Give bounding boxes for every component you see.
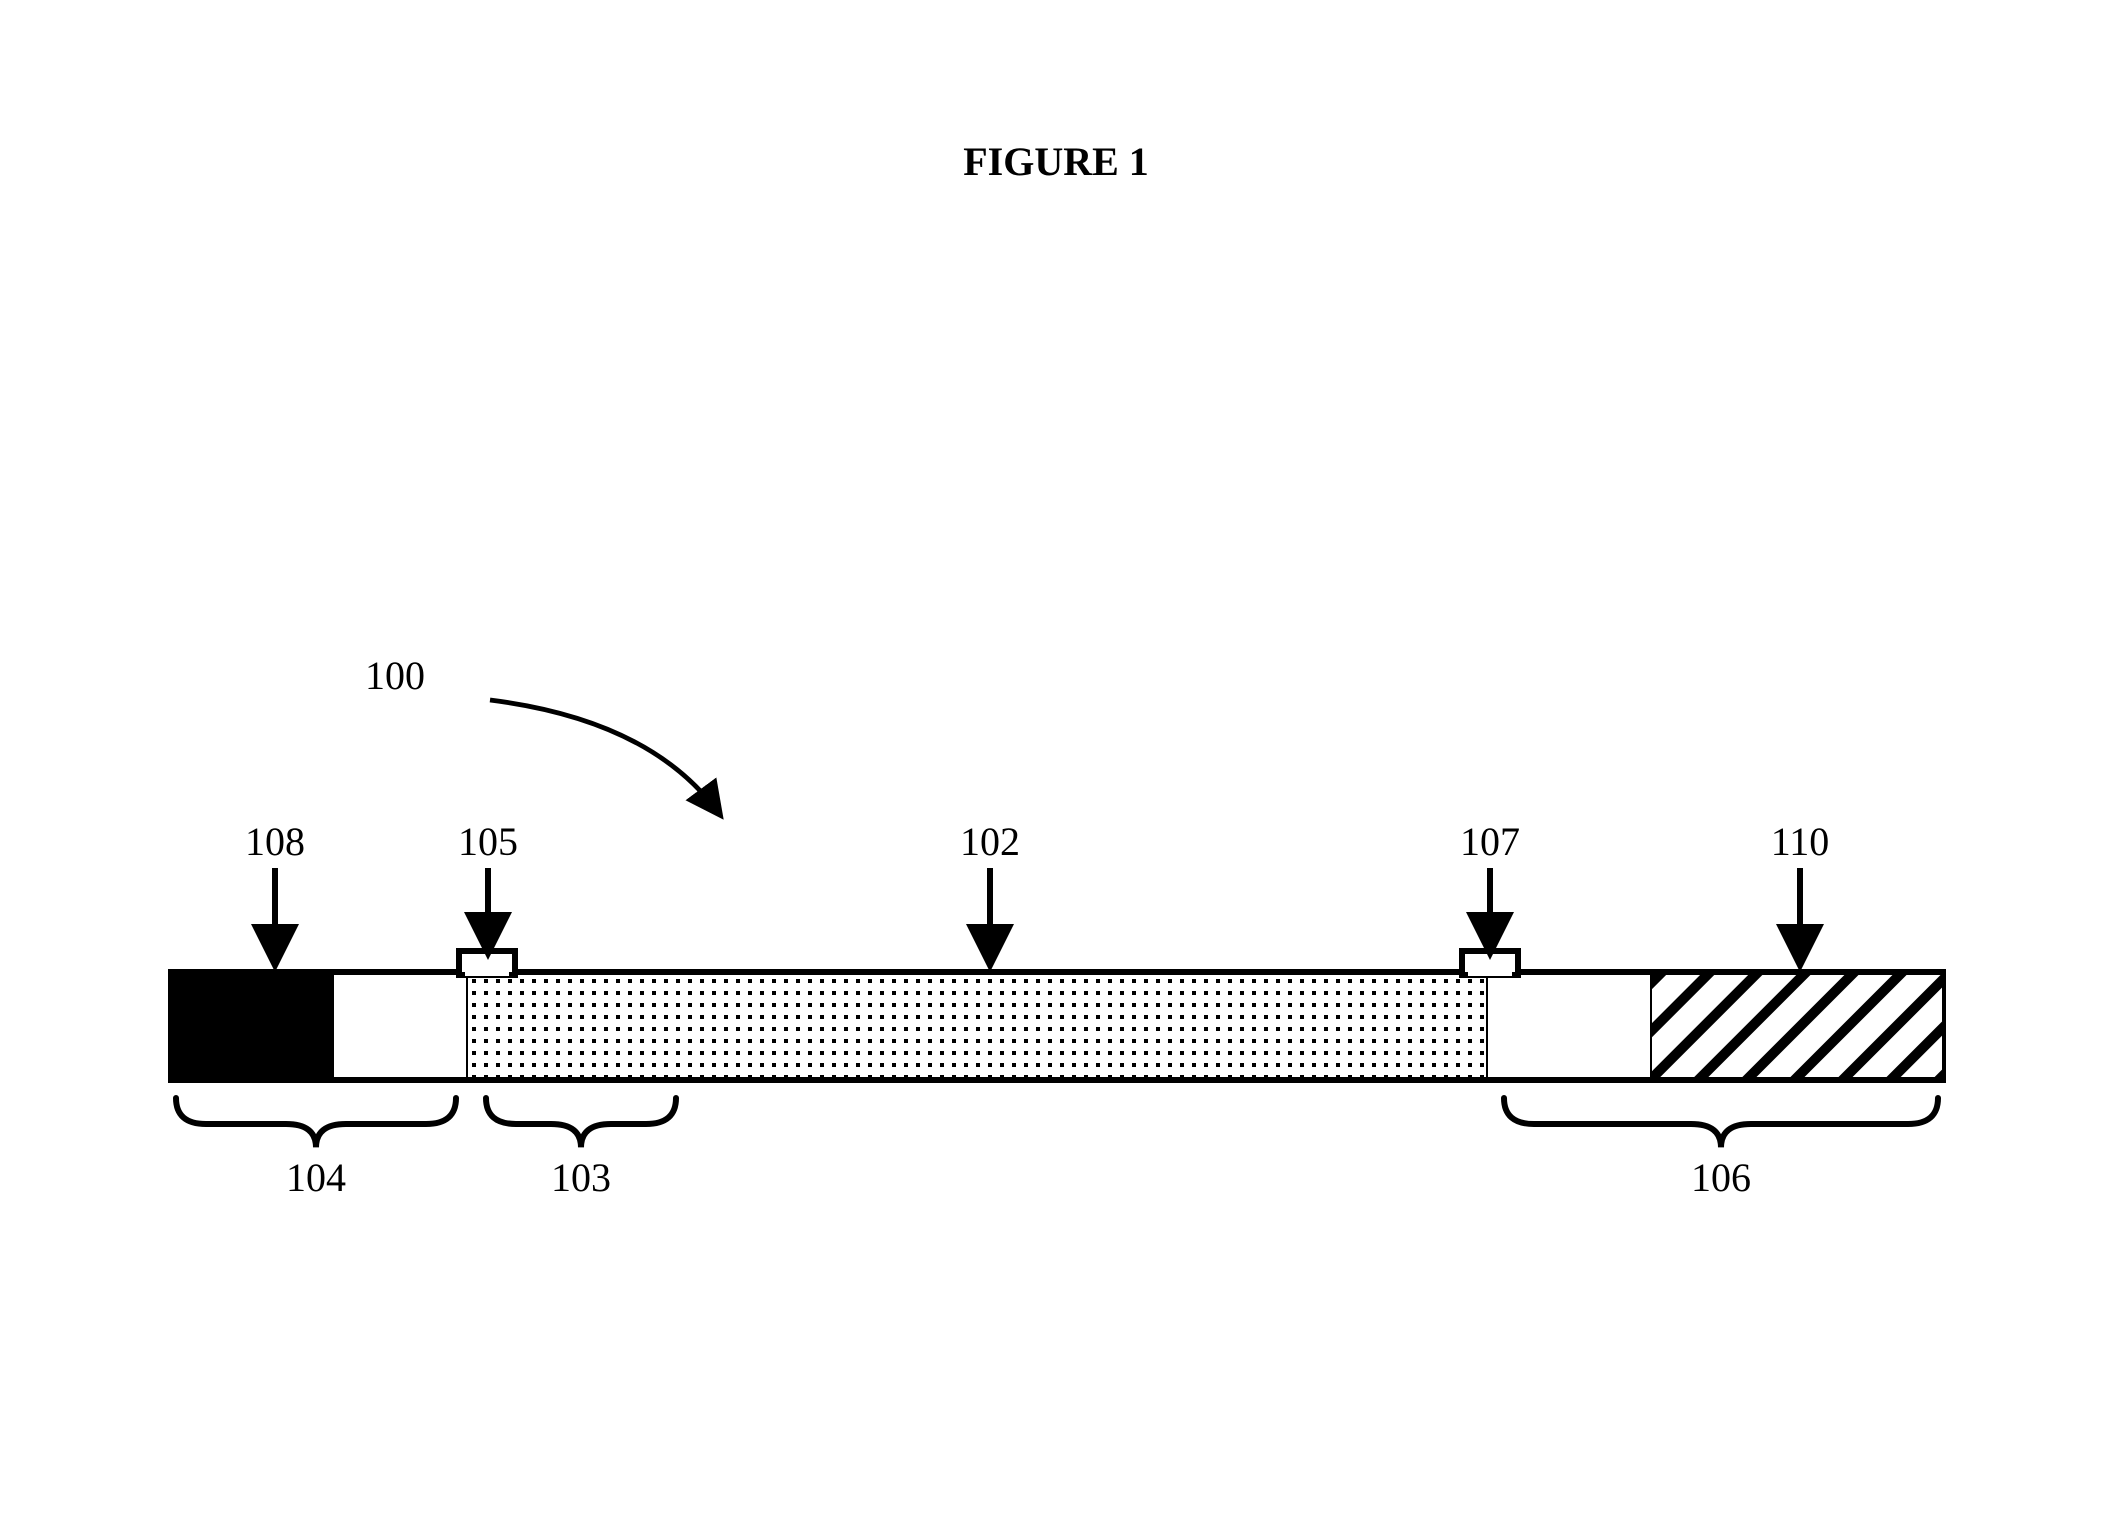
label-104: 104 (286, 1155, 346, 1200)
annotation-overlay: 108 105 102 107 110 100 104 103 106 (0, 0, 2112, 1521)
label-106: 106 (1691, 1155, 1751, 1200)
label-108: 108 (245, 819, 305, 864)
label-103: 103 (551, 1155, 611, 1200)
label-102: 102 (960, 819, 1020, 864)
label-110: 110 (1771, 819, 1830, 864)
label-107: 107 (1460, 819, 1520, 864)
label-100: 100 (365, 653, 425, 698)
pointer-100-arrow (490, 700, 718, 812)
label-105: 105 (458, 819, 518, 864)
brace-103 (486, 1098, 676, 1147)
brace-106 (1504, 1098, 1938, 1147)
brace-104 (176, 1098, 456, 1147)
